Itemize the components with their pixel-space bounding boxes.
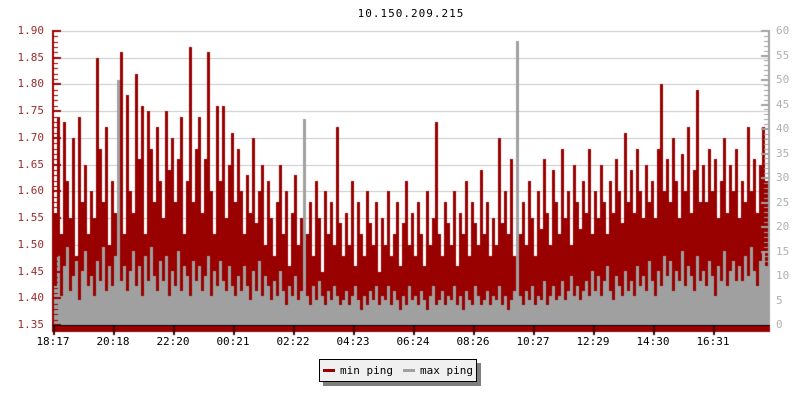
x-axis-tick-label: 00:21 — [216, 335, 250, 348]
right-axis-tick-label: 20 — [776, 220, 790, 233]
left-axis-tick-label: 1.35 — [17, 318, 45, 331]
x-axis-tick-label: 18:17 — [36, 335, 70, 348]
left-axis-tick-label: 1.60 — [17, 184, 45, 197]
x-axis-tick-label: 14:30 — [636, 335, 670, 348]
left-axis-tick-label: 1.65 — [17, 158, 45, 171]
right-axis-tick-label: 50 — [776, 73, 790, 86]
right-axis-tick-label: 60 — [776, 24, 790, 37]
x-axis-tick-label: 06:24 — [396, 335, 430, 348]
right-axis-tick-label: 15 — [776, 245, 790, 258]
chart-title: 10.150.209.215 — [357, 7, 465, 20]
left-axis-tick-label: 1.45 — [17, 265, 45, 278]
right-axis-tick-label: 5 — [776, 294, 783, 307]
x-axis-tick-label: 02:22 — [276, 335, 310, 348]
right-axis-tick-label: 45 — [776, 98, 790, 111]
legend-max-ping-swatch — [403, 369, 415, 372]
right-axis-tick-label: 25 — [776, 196, 790, 209]
x-axis-tick-label: 16:31 — [696, 335, 730, 348]
legend-max-ping-label: max ping — [420, 364, 473, 377]
legend: min ping max ping — [319, 359, 477, 382]
right-axis-tick-label: 55 — [776, 49, 790, 62]
left-axis-tick-label: 1.85 — [17, 51, 45, 64]
x-axis-tick-label: 20:18 — [96, 335, 130, 348]
x-axis-tick-label: 10:27 — [516, 335, 550, 348]
x-axis-tick-label: 04:23 — [336, 335, 370, 348]
right-axis-tick-label: 35 — [776, 147, 790, 160]
x-axis-tick-label: 22:20 — [156, 335, 190, 348]
legend-min-ping-swatch — [323, 369, 336, 372]
left-axis-tick-label: 1.70 — [17, 131, 45, 144]
x-axis-tick-label: 12:29 — [576, 335, 610, 348]
left-axis-tick-label: 1.55 — [17, 211, 45, 224]
left-axis-tick-label: 1.40 — [17, 291, 45, 304]
left-axis-tick-label: 1.90 — [17, 24, 45, 37]
left-axis-tick-label: 1.50 — [17, 238, 45, 251]
left-axis-tick-label: 1.80 — [17, 77, 45, 90]
right-axis-tick-label: 30 — [776, 171, 790, 184]
left-axis-tick-label: 1.75 — [17, 104, 45, 117]
legend-min-ping-label: min ping — [340, 364, 393, 377]
right-axis-tick-label: 0 — [776, 318, 783, 331]
right-axis-tick-label: 10 — [776, 269, 790, 282]
right-axis-tick-label: 40 — [776, 122, 790, 135]
x-axis-tick-label: 08:26 — [456, 335, 490, 348]
